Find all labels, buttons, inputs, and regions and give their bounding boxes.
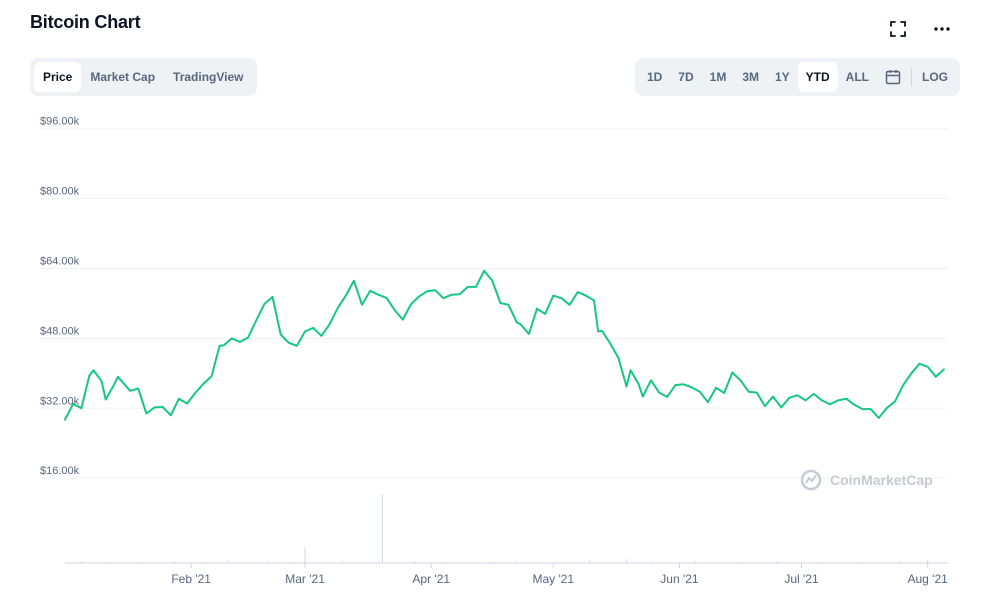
range-ytd-button[interactable]: YTD [797, 62, 838, 92]
top-actions [887, 18, 953, 40]
volume-bar [80, 561, 82, 563]
y-tick-label: $80.00k [40, 186, 80, 198]
volume-bar [414, 561, 416, 563]
range-1y-button[interactable]: 1Y [774, 70, 790, 84]
x-axis: Feb '21 Mar '21 Apr '21 May '21 Jun '21 Jul '… [65, 562, 948, 586]
volume-bar [516, 561, 518, 563]
tab-market-cap[interactable]: Market Cap [90, 70, 156, 84]
y-tick-label: $32.00k [40, 395, 80, 407]
volume-bar [927, 560, 929, 563]
price-line [64, 269, 945, 421]
volume-bar [381, 494, 383, 563]
tab-tradingview[interactable]: TradingView [173, 70, 244, 84]
y-tick-label: $96.00k [40, 116, 80, 128]
volume-bar [267, 561, 269, 563]
x-tick-label: Mar '21 [285, 572, 325, 586]
range-all-button[interactable]: ALL [845, 70, 869, 84]
price-series-line [64, 269, 945, 421]
volume-bar [174, 561, 176, 563]
x-tick-label: Feb '21 [171, 572, 211, 586]
y-tick-label: $64.00k [40, 256, 80, 268]
volume-bar [589, 560, 591, 563]
y-tick-label: $48.00k [40, 325, 80, 337]
calendar-icon[interactable] [877, 62, 909, 92]
more-horizontal-icon[interactable] [931, 18, 953, 40]
time-range-selector: 1D 7D 1M 3M 1Y YTD ALL LOG [634, 58, 960, 96]
x-tick-label: Apr '21 [412, 572, 450, 586]
x-tick-label: Jun '21 [660, 572, 699, 586]
volume-bar [304, 547, 306, 563]
x-tick-label: Aug '21 [907, 572, 948, 586]
chart-grid [40, 128, 948, 479]
expand-icon[interactable] [887, 18, 909, 40]
chart-type-tabs: Price Market Cap TradingView [30, 58, 257, 96]
range-divider [911, 68, 912, 86]
y-axis-ticks: $16.00k $32.00k $48.00k $64.00k $80.00k $96.0… [40, 116, 80, 477]
range-3m-button[interactable]: 3M [742, 70, 759, 84]
volume-bar [776, 561, 778, 563]
range-7d-button[interactable]: 7D [678, 70, 694, 84]
coinmarketcap-watermark: CoinMarketCap [800, 469, 933, 491]
log-scale-toggle[interactable]: LOG [922, 70, 948, 84]
x-tick-label: May '21 [532, 572, 574, 586]
range-1d-button[interactable]: 1D [646, 70, 663, 84]
x-tick-label: Jul '21 [784, 572, 819, 586]
volume-bar [626, 559, 628, 563]
volume-bar [227, 560, 229, 563]
volume-bars [80, 494, 929, 563]
watermark-text: CoinMarketCap [830, 472, 933, 488]
range-1m-button[interactable]: 1M [709, 70, 727, 84]
volume-bar [650, 561, 652, 563]
tab-price[interactable]: Price [34, 62, 82, 92]
volume-bar [695, 561, 697, 563]
y-tick-label: $16.00k [40, 465, 80, 477]
volume-bar [341, 561, 343, 563]
volume-bar [898, 561, 900, 563]
page-title: Bitcoin Chart [30, 12, 141, 32]
